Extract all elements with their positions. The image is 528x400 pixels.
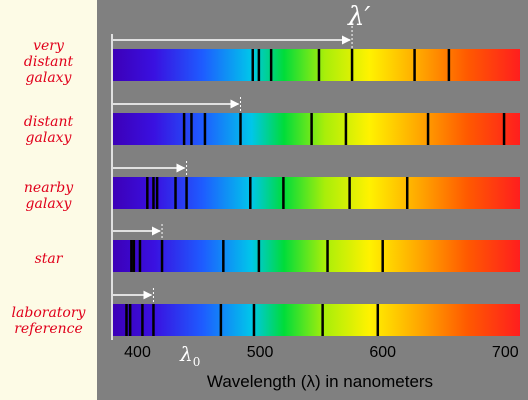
x-tick-600: 600	[369, 344, 397, 361]
spectrum-star	[113, 224, 520, 272]
lambda-zero-label: λ0	[180, 342, 201, 369]
spectrum-bar	[113, 49, 520, 81]
label-very-distant-galaxy: very distant galaxy	[23, 38, 74, 86]
label-distant-galaxy: distant galaxy	[23, 114, 74, 146]
x-tick-500: 500	[246, 344, 274, 361]
spectrum-very-distant-galaxy	[113, 22, 520, 81]
spectrum-distant-galaxy	[113, 97, 520, 145]
spectrum-nearby-galaxy	[113, 161, 520, 209]
spectrum-bar	[113, 113, 520, 145]
x-tick-700: 700	[491, 344, 519, 361]
spectrum-bar	[113, 177, 520, 209]
x-axis-title: Wavelength (λ) in nanometers	[206, 372, 434, 391]
label-laboratory-reference: laboratory reference	[11, 305, 86, 337]
spectra-group	[113, 22, 520, 336]
lambda-prime-label: λ′	[348, 2, 371, 32]
spectrum-bar	[113, 304, 520, 336]
label-star: star	[34, 251, 63, 267]
spectrum-bar	[113, 240, 520, 272]
x-tick-400: 400	[124, 344, 151, 361]
label-nearby-galaxy: nearby galaxy	[23, 180, 74, 212]
label-panel: very distant galaxy distant galaxy nearb…	[0, 0, 97, 400]
spectrum-laboratory-reference	[113, 288, 520, 336]
